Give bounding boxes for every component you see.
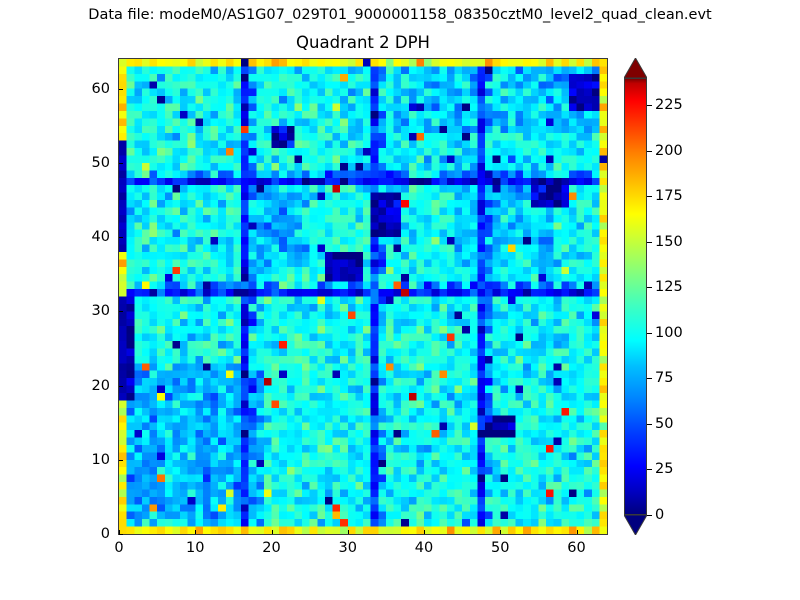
x-tick-label: 60 xyxy=(567,540,586,556)
y-tick-label: 40 xyxy=(91,229,110,246)
x-tick-mark xyxy=(195,530,197,534)
colorbar-tick-mark xyxy=(647,150,652,152)
detector-heatmap[interactable] xyxy=(119,59,607,534)
y-tick-mark xyxy=(119,162,123,164)
y-tick-mark xyxy=(119,385,123,387)
y-tick-mark xyxy=(119,311,123,313)
y-tick-label: 30 xyxy=(91,303,110,320)
colorbar-tick-mark xyxy=(647,287,652,289)
colorbar-tick-label: 75 xyxy=(655,370,674,387)
y-tick-label: 20 xyxy=(91,377,110,394)
colorbar-gradient-track[interactable] xyxy=(624,78,647,515)
colorbar-tick-label: 100 xyxy=(655,324,683,341)
colorbar-overflow-arrow-icon xyxy=(624,58,647,78)
x-tick-mark xyxy=(271,530,273,534)
y-tick-label: 10 xyxy=(91,451,110,468)
x-tick-label: 50 xyxy=(491,540,510,556)
x-tick-label: 0 xyxy=(114,540,124,556)
page-title: Quadrant 2 DPH xyxy=(296,33,430,52)
colorbar-tick-mark xyxy=(647,378,652,380)
x-tick-label: 20 xyxy=(262,540,281,556)
x-tick-label: 40 xyxy=(414,540,434,556)
colorbar-tick-mark xyxy=(647,469,652,471)
x-tick-mark xyxy=(500,530,502,534)
colorbar-tick-label: 175 xyxy=(655,188,683,205)
y-tick-mark xyxy=(119,534,123,535)
colorbar-tick-label: 150 xyxy=(655,233,683,250)
colorbar-tick-label: 200 xyxy=(655,142,683,159)
y-tick-mark xyxy=(119,88,123,90)
colorbar-tick-label: 225 xyxy=(655,97,683,114)
x-tick-mark xyxy=(424,530,425,534)
colorbar-tick-mark xyxy=(647,423,652,425)
data-file-title: Data file: modeM0/AS1G07_029T01_90000011… xyxy=(88,7,712,23)
colorbar-tick-label: 50 xyxy=(655,415,674,432)
y-tick-mark xyxy=(119,459,123,461)
x-tick-label: 30 xyxy=(338,540,357,556)
x-tick-mark xyxy=(347,530,349,534)
colorbar-tick-mark xyxy=(647,196,652,198)
y-tick-label: 60 xyxy=(91,80,110,97)
x-tick-mark xyxy=(119,530,120,534)
colorbar-tick-label: 0 xyxy=(655,507,665,523)
colorbar-tick-label: 125 xyxy=(655,279,683,296)
colorbar-tick-mark xyxy=(647,105,652,107)
colorbar-tick-mark xyxy=(647,241,652,243)
y-tick-label: 50 xyxy=(91,154,110,171)
y-tick-mark xyxy=(119,237,123,239)
colorbar-gradient xyxy=(625,79,646,514)
colorbar-tick-mark xyxy=(647,332,652,334)
colorbar-tick-label: 25 xyxy=(655,461,674,478)
colorbar-underflow-arrow-icon xyxy=(624,515,647,535)
colorbar-tick-mark xyxy=(647,515,652,516)
heatmap-axes[interactable] xyxy=(118,58,608,535)
x-tick-label: 10 xyxy=(186,540,205,556)
x-tick-mark xyxy=(576,530,578,534)
colorbar[interactable]: 0 25 50 75 100 125 150 175 200 225 xyxy=(624,58,683,535)
y-tick-label: 0 xyxy=(100,526,110,542)
